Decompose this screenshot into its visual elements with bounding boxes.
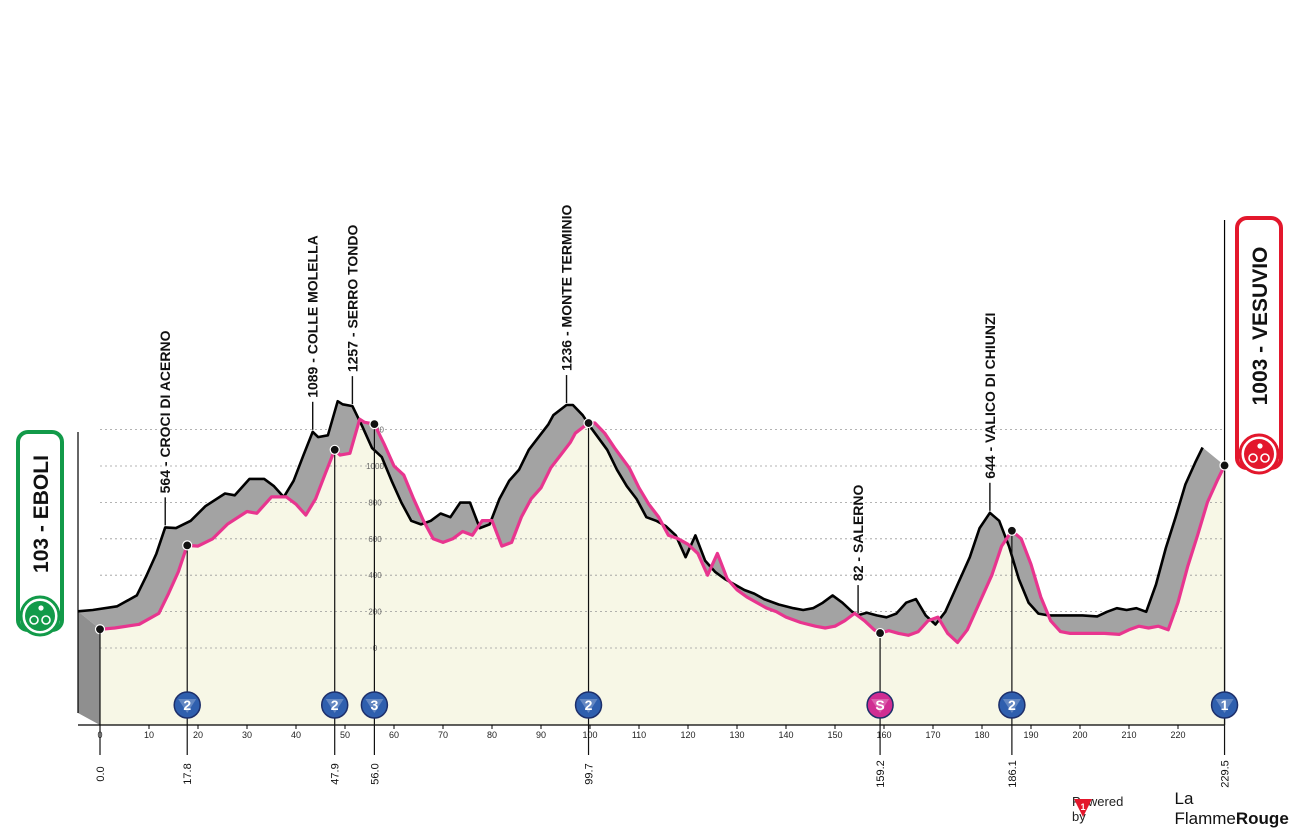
climb-category-badge <box>574 691 603 719</box>
start-badge-rider-icon <box>38 605 44 611</box>
climb-1-dot <box>329 444 340 455</box>
start-badge-wheel-icon <box>41 615 51 625</box>
sprint-badge <box>866 691 894 719</box>
climb-category-badge-label: 3 <box>371 697 379 713</box>
climb-3-dot <box>583 417 594 429</box>
climb-0-dot <box>182 540 193 551</box>
flame-logo-icon: 1 <box>1074 798 1168 820</box>
x-tick-label: 200 <box>1072 730 1087 740</box>
climb-4-dot <box>1006 525 1017 536</box>
start-badge-wheel-icon <box>29 615 39 625</box>
x-tick-label: 30 <box>242 730 252 740</box>
climb-category-badge-label: 2 <box>331 697 339 713</box>
shade-band <box>78 401 1225 643</box>
climb-category-badge <box>320 691 349 719</box>
markers: 2 17.8 2 47.9 3 56.0 2 99.7 2 186.1 1 229.5 S 159.2 0.… <box>94 417 1239 788</box>
sprint-badge-label: S <box>875 697 884 713</box>
y-tick-label: 600 <box>368 535 382 544</box>
x-tick-label: 120 <box>680 730 695 740</box>
x-tick-label: 40 <box>291 730 301 740</box>
x-tick-label: 50 <box>340 730 350 740</box>
climb-2-dot <box>369 419 380 430</box>
x-tick-label: 20 <box>193 730 203 740</box>
x-tick-label: 210 <box>1121 730 1136 740</box>
x-tick-label: 70 <box>438 730 448 740</box>
x-tick-label: 220 <box>1170 730 1185 740</box>
climb-km-label: 56.0 <box>369 763 381 784</box>
y-tick-label: 200 <box>368 608 382 617</box>
finish-dot <box>1219 460 1230 471</box>
climb-1-label: 1089 - COLLE MOLELLA <box>305 235 321 398</box>
profile-area <box>100 419 1225 725</box>
profile-fill <box>100 419 1225 725</box>
climb-category-badge-shape <box>365 699 384 713</box>
ridge-line <box>77 399 1204 626</box>
start-km-label: 0.0 <box>95 766 107 781</box>
climb-category-badge-label: 2 <box>585 697 593 713</box>
profile-shade <box>78 401 1225 725</box>
climb-km-label: 47.9 <box>330 763 342 784</box>
x-tick-label: 140 <box>778 730 793 740</box>
climb-4-label: 644 - VALICO DI CHIUNZI <box>982 313 998 479</box>
powered-by-footer: Powered by 1 La FlammeRouge <box>1072 789 1300 828</box>
sprint-km-label: 159.2 <box>875 760 887 788</box>
climb-category-badge-shape <box>1002 699 1021 713</box>
sprint-0-dot <box>874 627 886 639</box>
x-tick-label: 90 <box>536 730 546 740</box>
climb-category-badge-label: 1 <box>1221 697 1229 713</box>
start-badge-icon <box>25 601 55 631</box>
climb-category-badge <box>1210 691 1239 719</box>
sprint-0-label: 82 - SALERNO <box>850 485 866 582</box>
climb-category-badge-shape <box>178 699 197 713</box>
climb-category-badge <box>360 691 389 719</box>
climb-0-label: 564 - CROCI DI ACERNO <box>157 330 173 493</box>
labels: 564 - CROCI DI ACERNO 1089 - COLLE MOLELL… <box>157 204 998 614</box>
climb-category-badge-shape <box>579 699 598 713</box>
finish-badge-wheel-icon <box>1248 453 1258 463</box>
climb-km-label: 99.7 <box>584 763 596 784</box>
x-tick-label: 160 <box>876 730 891 740</box>
climb-category-badge <box>998 691 1026 719</box>
x-tick-label: 100 <box>582 730 597 740</box>
climb-category-badge-shape <box>325 699 344 713</box>
y-tick-label: 400 <box>368 571 382 580</box>
climb-category-badge <box>173 691 201 719</box>
finish-badge-wheel-icon <box>1260 453 1270 463</box>
brand-name-part-2: Rouge <box>1235 809 1289 828</box>
y-tick-label: 1000 <box>366 462 384 471</box>
brand-name: La FlammeRouge <box>1174 789 1300 829</box>
brand-name-part-1: La Flamme <box>1174 789 1236 828</box>
y-tick-label: 0 <box>373 644 378 653</box>
climb-category-badge-label: 2 <box>183 697 191 713</box>
finish-badge-icon <box>1244 439 1274 469</box>
x-tick-label: 170 <box>925 730 940 740</box>
start-finish-badges: 103 - EBOLI 1003 - VESUVIO <box>16 216 1283 637</box>
x-tick-label: 150 <box>827 730 842 740</box>
x-tick-label: 60 <box>389 730 399 740</box>
x-tick-label: 110 <box>632 730 646 740</box>
climb-km-label: 229.5 <box>1220 760 1232 788</box>
y-tick-label: 800 <box>368 498 382 507</box>
finish-badge-rider-icon <box>1257 443 1263 449</box>
x-tick-label: 190 <box>1023 730 1038 740</box>
svg-text:1: 1 <box>1080 802 1085 812</box>
x-tick-label: 130 <box>729 730 744 740</box>
sprint-badge-shape <box>871 699 890 713</box>
climb-km-label: 17.8 <box>182 763 194 784</box>
finish-badge-label: 1003 - VESUVIO <box>1249 247 1272 406</box>
x-tick-label: 80 <box>487 730 497 740</box>
start-badge-label: 103 - EBOLI <box>30 455 53 573</box>
climb-3-label: 1236 - MONTE TERMINIO <box>559 204 575 371</box>
climb-km-label: 186.1 <box>1007 760 1019 788</box>
climb-2-label: 1257 - SERRO TONDO <box>344 224 360 372</box>
climb-category-badge-label: 2 <box>1008 697 1016 713</box>
x-tick-label: 180 <box>974 730 989 740</box>
x-tick-label: 10 <box>144 730 154 740</box>
climb-category-badge-shape <box>1215 699 1234 713</box>
start-wall <box>78 611 100 725</box>
